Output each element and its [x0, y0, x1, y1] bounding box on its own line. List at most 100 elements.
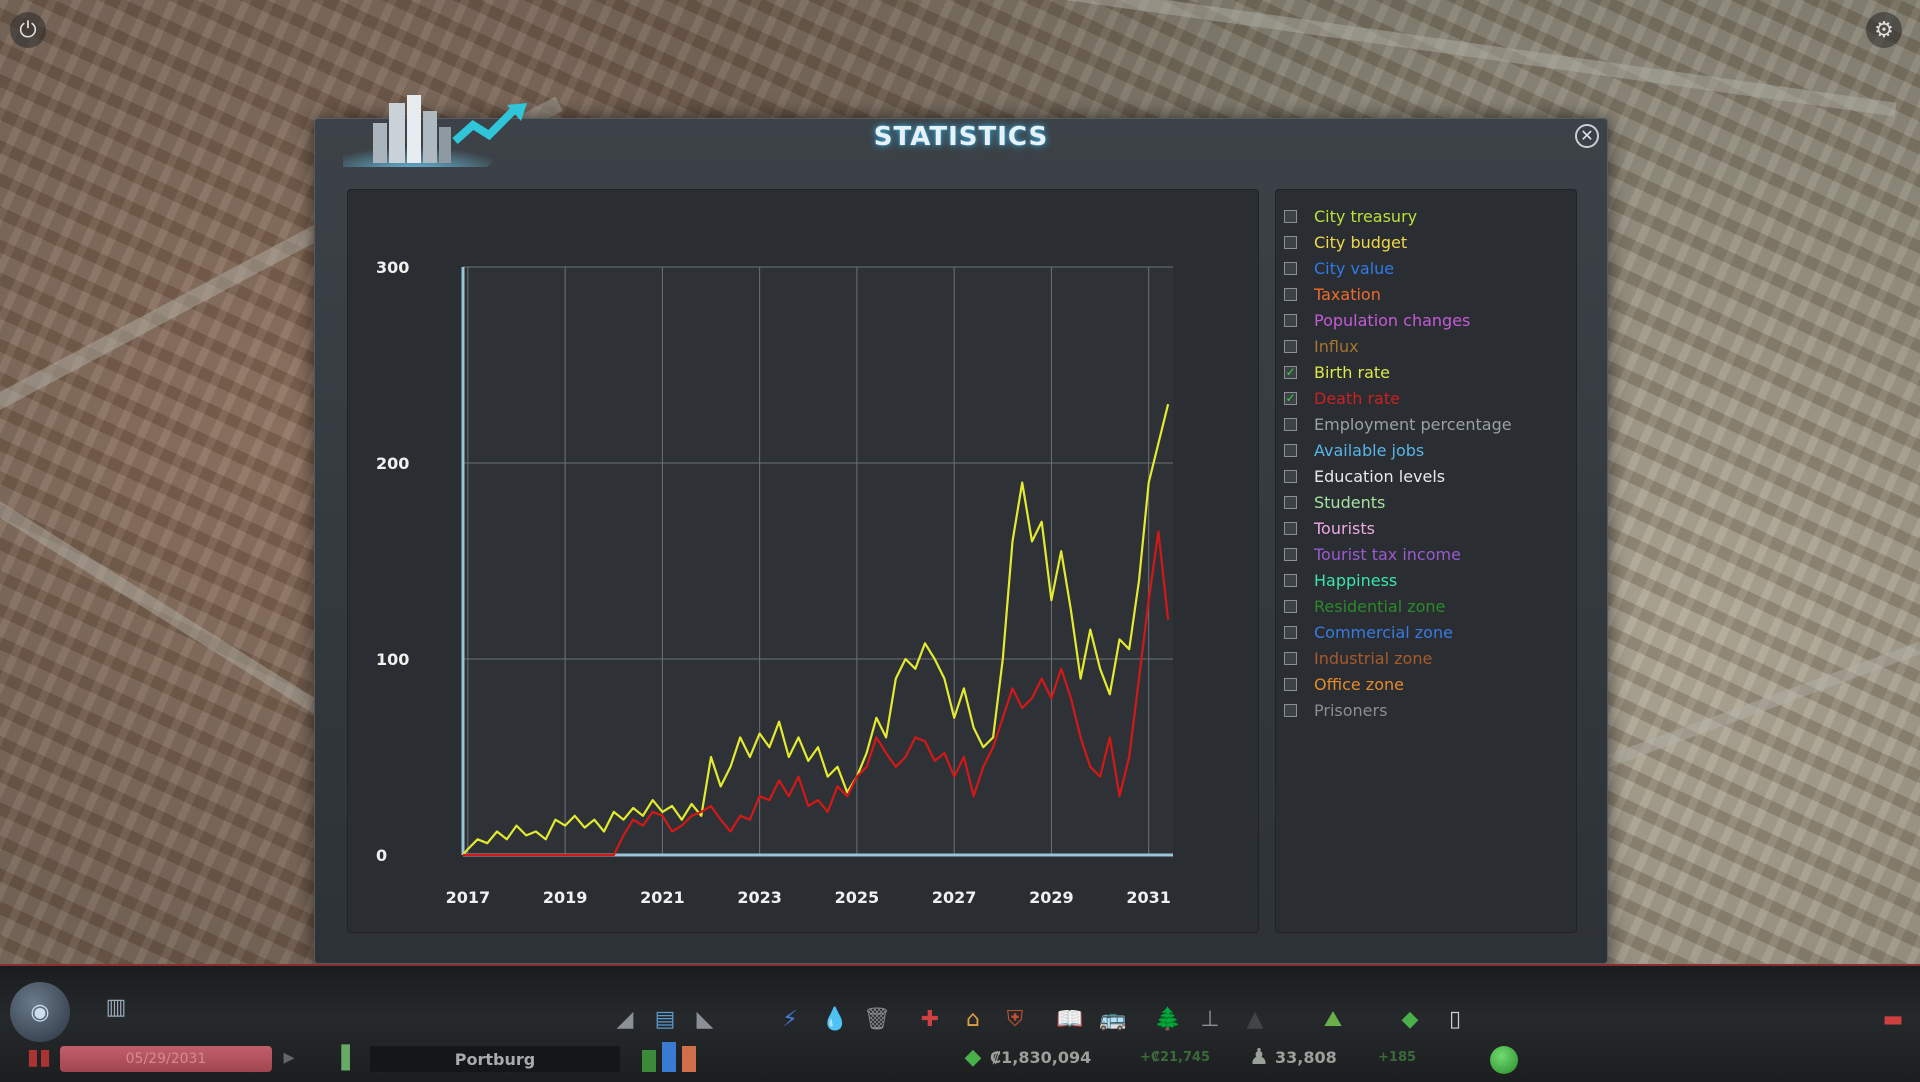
policies-icon[interactable]: ▯	[1448, 1006, 1462, 1032]
legend-checkbox[interactable]	[1284, 339, 1297, 353]
legend-item[interactable]: City budget	[1284, 230, 1407, 254]
electricity-icon[interactable]: ⚡	[782, 1006, 798, 1032]
economy-icon[interactable]: ◆	[1401, 1006, 1419, 1032]
legend-label: Population changes	[1314, 310, 1471, 330]
x-tick-label: 2027	[932, 888, 977, 907]
legend-checkbox[interactable]: ✓	[1284, 391, 1297, 405]
legend-checkbox[interactable]: ✓	[1284, 365, 1297, 379]
legend-label: Prisoners	[1314, 700, 1388, 720]
chirper-icon[interactable]: ▌	[341, 1045, 359, 1071]
landscaping-icon[interactable]: ⛰	[1323, 1006, 1343, 1032]
y-tick-label: 0	[376, 846, 387, 865]
legend-checkbox[interactable]	[1284, 521, 1297, 535]
legend-label: Taxation	[1314, 284, 1381, 304]
zone-demand-icon	[640, 1038, 704, 1072]
fire-department-icon[interactable]: ⌂	[966, 1006, 980, 1032]
legend-item[interactable]: Prisoners	[1284, 698, 1387, 722]
population-icon: ♟	[1249, 1044, 1269, 1070]
legend-item[interactable]: Employment percentage	[1284, 412, 1512, 436]
legend-label: Tourist tax income	[1314, 544, 1461, 564]
x-tick-label: 2017	[446, 888, 491, 907]
info-view-icon[interactable]: ⏻	[10, 12, 46, 48]
healthcare-icon[interactable]: ✚	[920, 1006, 940, 1032]
legend-label: Industrial zone	[1314, 648, 1433, 668]
legend-checkbox[interactable]	[1284, 703, 1297, 717]
legend-checkbox[interactable]	[1284, 209, 1297, 223]
legend-label: Tourists	[1314, 518, 1375, 538]
parks-icon[interactable]: 🌲	[1154, 1006, 1182, 1032]
legend-checkbox[interactable]	[1284, 599, 1297, 613]
residential-demand-bar	[642, 1050, 656, 1072]
legend-item[interactable]: Office zone	[1284, 672, 1404, 696]
education-icon[interactable]: 📖	[1056, 1006, 1084, 1032]
legend-label: City value	[1314, 258, 1395, 278]
legend-checkbox[interactable]	[1284, 677, 1297, 691]
roads-icon[interactable]: ◢	[616, 1006, 634, 1032]
legend-label: Employment percentage	[1314, 414, 1512, 434]
legend-checkbox[interactable]	[1284, 469, 1297, 483]
legend-item[interactable]: Commercial zone	[1284, 620, 1453, 644]
legend-item[interactable]: Students	[1284, 490, 1385, 514]
legend-item[interactable]: Tourist tax income	[1284, 542, 1461, 566]
close-button[interactable]: ✕	[1575, 124, 1599, 148]
settings-gear-icon[interactable]: ⚙	[1866, 12, 1902, 48]
statistics-logo-icon	[343, 95, 527, 167]
legend-checkbox[interactable]	[1284, 261, 1297, 275]
legend-label: Birth rate	[1314, 362, 1390, 382]
legend-item[interactable]: Influx	[1284, 334, 1359, 358]
x-tick-label: 2025	[835, 888, 880, 907]
legend-item[interactable]: ✓ Birth rate	[1284, 360, 1390, 384]
statistics-window: STATISTICS ✕ 0 100 200 300 2017 2019 2021 2023 2…	[314, 95, 1608, 964]
legend-item[interactable]: Education levels	[1284, 464, 1445, 488]
legend-label: Death rate	[1314, 388, 1400, 408]
legend-item[interactable]: Population changes	[1284, 308, 1470, 332]
chart-panel: 0 100 200 300 2017 2019 2021 2023 2025 2027 2029 20…	[347, 189, 1259, 933]
unique-buildings-icon[interactable]: ⊥	[1200, 1006, 1220, 1032]
x-tick-label: 2021	[640, 888, 685, 907]
legend-item[interactable]: Taxation	[1284, 282, 1381, 306]
legend-checkbox[interactable]	[1284, 417, 1297, 431]
legend-checkbox[interactable]	[1284, 313, 1297, 327]
window-title: STATISTICS	[873, 122, 1049, 152]
city-name[interactable]: Portburg	[370, 1046, 620, 1072]
monuments-icon[interactable]: ▲	[1246, 1006, 1264, 1032]
police-icon[interactable]: ⛨	[1006, 1006, 1024, 1032]
legend-checkbox[interactable]	[1284, 547, 1297, 561]
water-icon[interactable]: 💧	[821, 1006, 849, 1032]
legend-item[interactable]: City treasury	[1284, 204, 1417, 228]
speed-icon[interactable]: ▸	[283, 1044, 295, 1070]
plot-area	[463, 267, 1173, 855]
zoning-icon[interactable]: ▤	[654, 1006, 676, 1032]
garbage-icon[interactable]: 🗑	[863, 1006, 891, 1032]
legend-checkbox[interactable]	[1284, 495, 1297, 509]
legend-item[interactable]: Tourists	[1284, 516, 1375, 540]
legend-checkbox[interactable]	[1284, 287, 1297, 301]
legend-item[interactable]: Happiness	[1284, 568, 1397, 592]
money-value: ₡1,830,094	[990, 1048, 1092, 1067]
city-buildings-icon[interactable]: ▥	[105, 994, 127, 1020]
legend-checkbox[interactable]	[1284, 625, 1297, 639]
legend-label: Education levels	[1314, 466, 1446, 486]
legend-checkbox[interactable]	[1284, 443, 1297, 457]
population-value: 33,808	[1275, 1048, 1337, 1067]
x-tick-label: 2029	[1029, 888, 1074, 907]
legend-checkbox[interactable]	[1284, 235, 1297, 249]
legend-checkbox[interactable]	[1284, 573, 1297, 587]
map-road	[1003, 0, 1897, 117]
bulldozer-icon[interactable]: ▬	[1882, 1006, 1904, 1032]
money-icon: ◆	[964, 1044, 982, 1070]
city-info-icon[interactable]: ◉	[10, 982, 70, 1042]
legend-label: Residential zone	[1314, 596, 1446, 616]
statistics-chart: 0 100 200 300 2017 2019 2021 2023 2025 2027 2029 20…	[376, 258, 1173, 907]
legend-item[interactable]: Industrial zone	[1284, 646, 1432, 670]
districts-icon[interactable]: ◣	[696, 1006, 714, 1032]
legend-item[interactable]: City value	[1284, 256, 1394, 280]
public-transport-icon[interactable]: 🚌	[1099, 1006, 1127, 1032]
legend-item[interactable]: ✓ Death rate	[1284, 386, 1400, 410]
x-tick-label: 2019	[543, 888, 588, 907]
population-bubble-icon	[1490, 1046, 1518, 1074]
pause-icon[interactable]: ▮▮	[26, 1044, 52, 1070]
legend-checkbox[interactable]	[1284, 651, 1297, 665]
legend-item[interactable]: Available jobs	[1284, 438, 1424, 462]
legend-item[interactable]: Residential zone	[1284, 594, 1445, 618]
